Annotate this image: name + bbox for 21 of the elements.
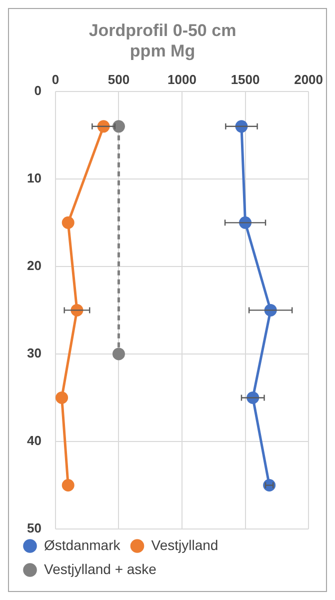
point	[112, 120, 125, 133]
point	[62, 478, 74, 492]
y-tick-label: 50	[26, 520, 42, 536]
y-tick-label: 10	[26, 170, 42, 186]
x-tick-label: 1500	[230, 72, 260, 88]
y-tick-label: 30	[26, 346, 42, 361]
y-tick-label: 20	[26, 258, 42, 274]
point	[263, 478, 276, 492]
x-tick-label: 2000	[294, 72, 323, 88]
point	[62, 216, 74, 229]
point	[112, 348, 125, 360]
legend-label: Vestjylland	[151, 536, 218, 553]
point	[56, 391, 68, 404]
x-tick-label: 0	[52, 72, 60, 88]
x-tick-label: 1000	[168, 72, 196, 88]
x-tick-label: 500	[108, 72, 130, 88]
y-tick-label: 40	[26, 433, 42, 448]
y-tick-label: 0	[34, 82, 42, 98]
chart-title: Jordprofil 0-50 cm ppm Mg	[88, 20, 236, 60]
legend-label: Vestjylland + aske	[44, 560, 157, 577]
legend-label: Østdanmark	[44, 536, 122, 553]
